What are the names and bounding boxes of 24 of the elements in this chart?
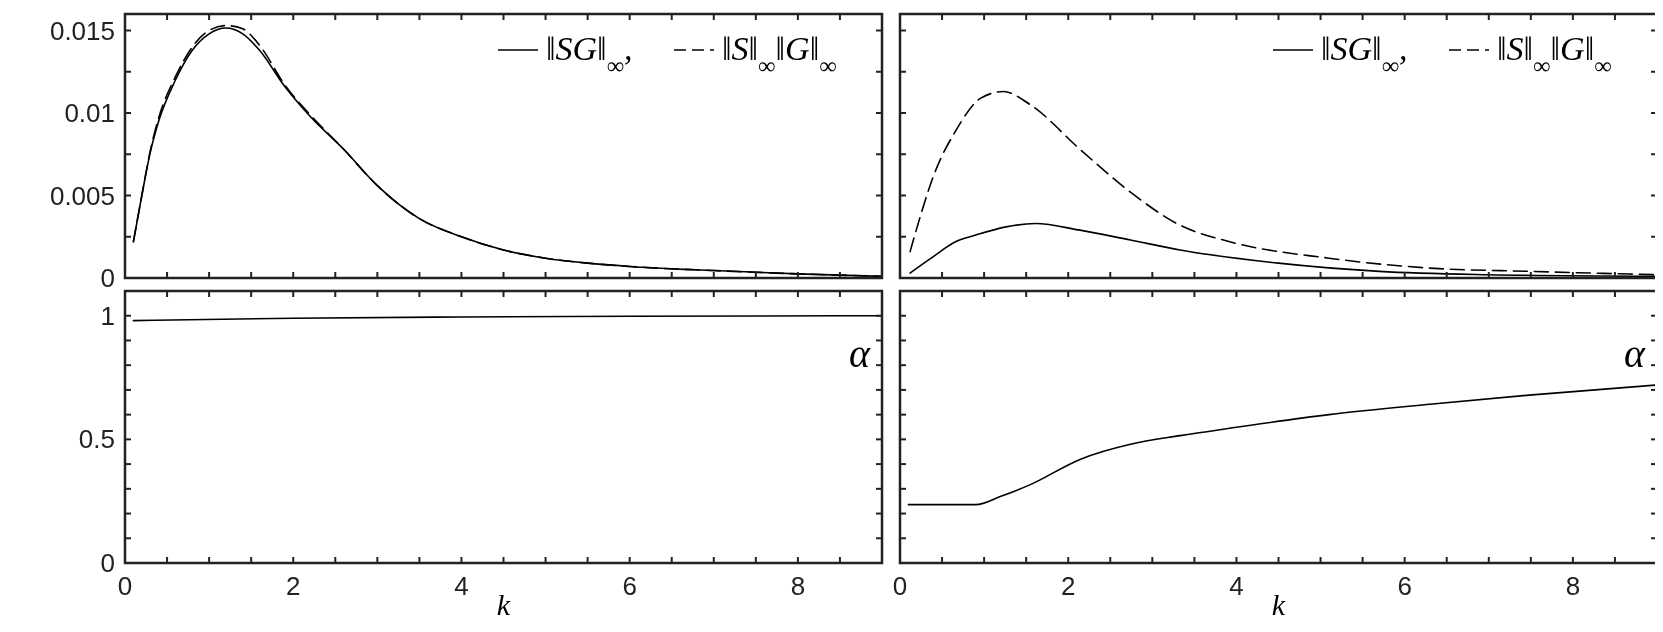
x-tick-label: 4 xyxy=(1229,571,1244,601)
x-axis-title: k xyxy=(1271,588,1286,621)
x-tick-label: 4 xyxy=(454,571,469,601)
y-tick-label: 0.5 xyxy=(78,424,115,455)
x-tick-label: 0 xyxy=(892,571,908,601)
legend-label: ‖S‖$_{∞}$‖G‖$_{∞}$ xyxy=(722,30,837,79)
y-tick-label: 0.015 xyxy=(49,15,115,46)
legend-label: ‖S‖$_{∞}$‖G‖$_{∞}$ xyxy=(1497,30,1612,79)
series-label: α xyxy=(849,331,871,376)
y-tick-label: 1 xyxy=(100,300,115,331)
y-tick-label: 0.01 xyxy=(64,98,115,128)
x-tick-label: 2 xyxy=(285,571,301,601)
legend-label: ‖SG‖$_{∞}$, xyxy=(546,30,633,79)
legend-label: ‖SG‖$_{∞}$, xyxy=(1321,30,1408,79)
series-label: α xyxy=(1624,331,1646,376)
y-tick-label: 0 xyxy=(100,548,115,578)
x-tick-label: 8 xyxy=(790,571,806,601)
y-tick-label: 0.005 xyxy=(49,180,115,211)
x-tick-label: 2 xyxy=(1060,571,1076,601)
x-tick-label: 8 xyxy=(1565,571,1581,601)
x-tick-label: 6 xyxy=(622,571,637,601)
y-tick-label: 0 xyxy=(100,263,115,293)
x-tick-label: 6 xyxy=(1397,571,1412,601)
x-axis-title: k xyxy=(496,588,511,621)
